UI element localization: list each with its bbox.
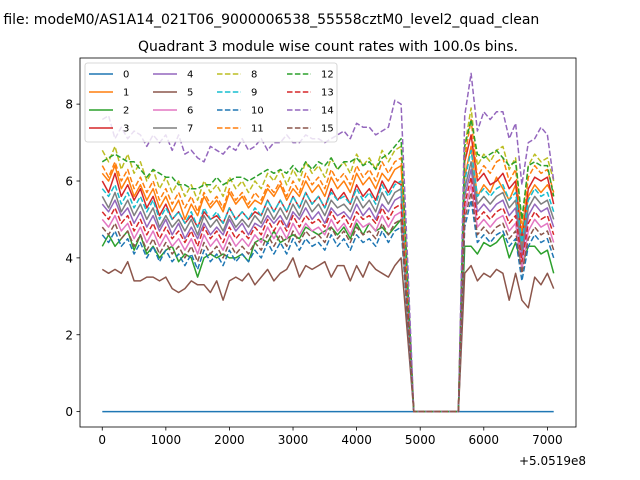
legend-box [84, 62, 338, 143]
x-tick-label: 1000 [151, 433, 182, 447]
legend-label-13: 13 [321, 88, 334, 99]
legend-label-7: 7 [187, 124, 193, 135]
y-tick-label: 0 [65, 405, 73, 419]
legend-label-15: 15 [321, 124, 334, 135]
legend-label-12: 12 [321, 70, 334, 81]
legend-label-1: 1 [123, 88, 129, 99]
series-line-7 [101, 161, 555, 413]
x-axis-offset-label: +5.0519e8 [519, 454, 586, 468]
x-tick-label: 3000 [278, 433, 309, 447]
series-line-11 [101, 118, 555, 413]
legend-label-14: 14 [321, 106, 334, 117]
series-line-4 [101, 168, 555, 413]
legend-label-3: 3 [123, 124, 129, 135]
legend-label-10: 10 [251, 106, 264, 117]
x-tick-label: 4000 [341, 433, 372, 447]
legend-label-4: 4 [187, 70, 193, 81]
x-tick-label: 5000 [405, 433, 436, 447]
x-tick-label: 0 [98, 433, 106, 447]
y-tick-label: 4 [65, 251, 73, 265]
legend-label-2: 2 [123, 106, 129, 117]
x-tick-label: 7000 [532, 433, 563, 447]
legend-label-9: 9 [251, 88, 257, 99]
series-line-6 [101, 184, 555, 413]
series-line-12 [101, 118, 555, 413]
legend-label-6: 6 [187, 106, 193, 117]
legend-label-0: 0 [123, 70, 129, 81]
legend-label-5: 5 [187, 88, 193, 99]
y-tick-label: 8 [65, 98, 73, 112]
x-tick-label: 2000 [214, 433, 245, 447]
y-tick-label: 2 [65, 328, 73, 342]
series-line-9 [101, 149, 555, 413]
legend-label-8: 8 [251, 70, 257, 81]
plot-area: 0 1000 2000 3000 4000 5000 6000 700002468012345… [65, 57, 577, 447]
x-tick-label: 6000 [469, 433, 500, 447]
series-line-5 [101, 257, 555, 413]
legend-label-11: 11 [251, 124, 264, 135]
figure-suptitle: n file: modeM0/AS1A14_021T06_9000006538_… [0, 12, 539, 28]
axes-frame [79, 57, 577, 428]
chart-title: Quadrant 3 module wise count rates with … [138, 39, 518, 55]
series-line-10 [101, 199, 555, 413]
series-line-13 [101, 176, 555, 413]
series-line-15 [101, 191, 555, 413]
y-tick-label: 6 [65, 175, 73, 189]
